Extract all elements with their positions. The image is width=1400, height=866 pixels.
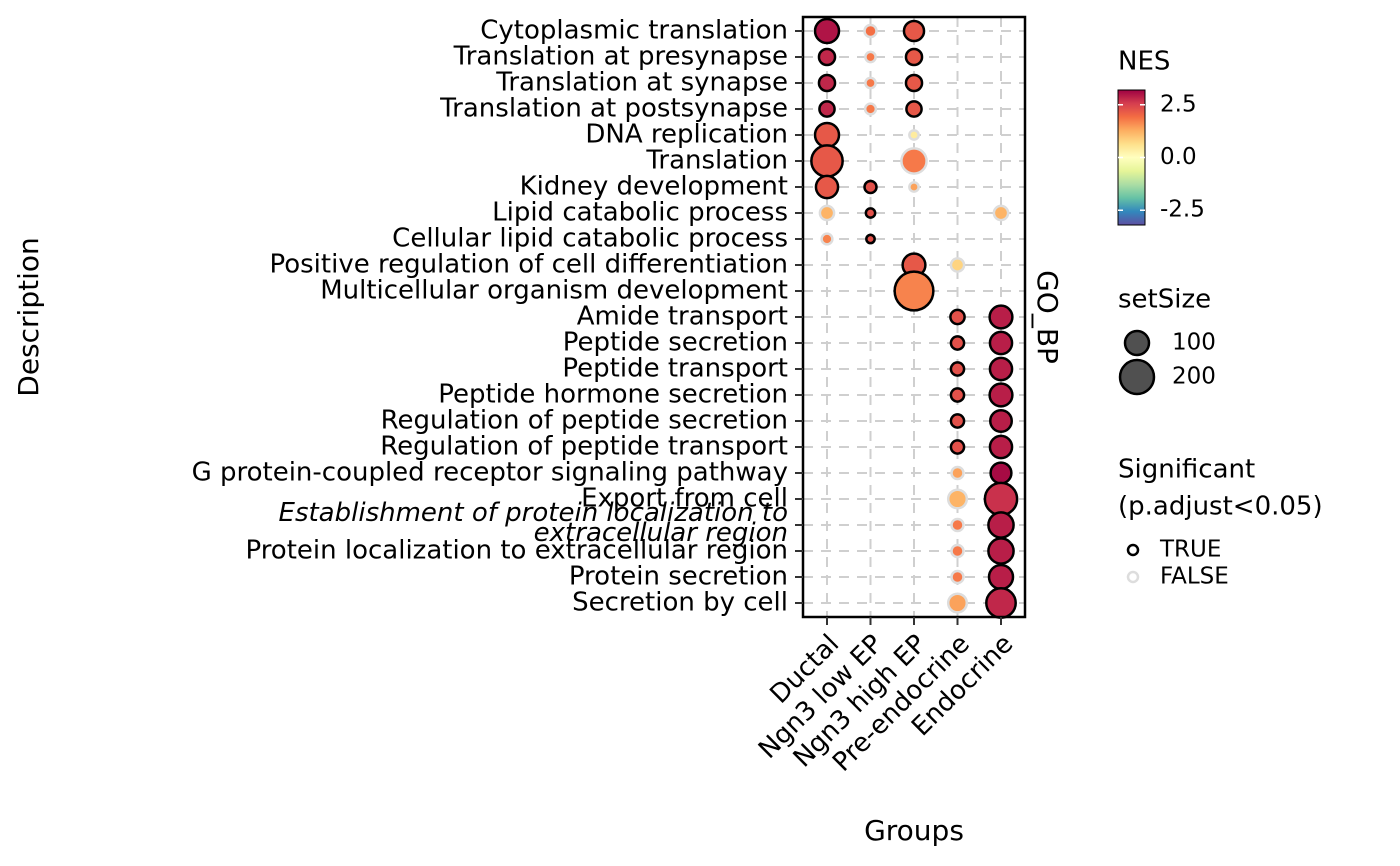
y-tick-label: Peptide transport <box>562 354 788 384</box>
dot <box>818 204 836 222</box>
y-tick-label: Translation at presynapse <box>453 42 788 72</box>
x-axis-title: Groups <box>864 814 964 847</box>
dot <box>863 179 878 195</box>
dot <box>988 304 1014 330</box>
dot <box>988 330 1014 356</box>
dot <box>987 537 1015 565</box>
dot <box>949 308 966 326</box>
dot <box>950 569 965 585</box>
y-tick-label: Protein localization to extracellular re… <box>245 536 788 566</box>
dot <box>864 76 877 90</box>
sig-label: TRUE <box>1159 537 1221 563</box>
dot <box>946 592 969 614</box>
dot <box>818 100 836 118</box>
dot <box>863 102 878 116</box>
dot <box>949 335 966 351</box>
dot <box>987 511 1015 539</box>
dot <box>988 356 1014 382</box>
dot <box>817 47 837 67</box>
y-tick-label: Peptide secretion <box>563 328 788 358</box>
y-axis-title: Description <box>12 237 45 396</box>
dot <box>904 47 924 67</box>
dot <box>908 181 920 193</box>
dot <box>810 144 844 178</box>
dot <box>949 413 966 429</box>
y-tick-label-line: extracellular region <box>534 518 788 548</box>
dot <box>820 232 834 246</box>
y-tick-label: Amide transport <box>577 302 788 332</box>
sig-key <box>1126 570 1140 584</box>
y-tick-label: DNA replication <box>585 120 788 150</box>
size-key <box>1123 329 1151 357</box>
y-tick-label: Regulation of peptide transport <box>380 432 788 462</box>
size-label: 100 <box>1172 330 1216 356</box>
y-tick-label: Translation at synapse <box>495 68 788 98</box>
dot <box>902 19 926 43</box>
y-tick-label: G protein-coupled receptor signaling pat… <box>192 458 788 488</box>
dot <box>949 361 966 377</box>
y-tick-label: Cellular lipid catabolic process <box>392 224 788 254</box>
dot <box>992 204 1010 222</box>
sig-legend-title: (p.adjust<0.05) <box>1118 492 1323 522</box>
dot <box>900 147 928 175</box>
dot <box>813 121 841 149</box>
y-tick-label: Export from cell <box>581 484 788 514</box>
dot <box>949 439 966 455</box>
y-tick-label: Regulation of peptide secretion <box>381 406 788 436</box>
size-label: 200 <box>1172 364 1216 390</box>
dot <box>950 543 965 559</box>
color-legend-title: NES <box>1118 47 1170 77</box>
y-tick-label: Multicellular organism development <box>320 276 788 306</box>
y-tick-label: Kidney development <box>520 172 788 202</box>
dot <box>988 382 1014 408</box>
dot <box>949 257 966 273</box>
y-tick-label: Translation at postsynapse <box>439 94 788 124</box>
dot <box>864 207 877 219</box>
dot <box>989 461 1013 485</box>
sig-legend-title: Significant <box>1118 455 1255 485</box>
size-key <box>1118 358 1156 396</box>
dot <box>988 434 1014 460</box>
colorbar-label: 2.5 <box>1160 91 1197 117</box>
dot <box>814 174 840 200</box>
y-tick-label: Positive regulation of cell differentiat… <box>269 250 788 280</box>
facet-label: GO_BP <box>1031 270 1064 364</box>
dot <box>950 465 965 481</box>
sig-key <box>1126 543 1140 557</box>
y-tick-label: Lipid catabolic process <box>492 198 788 228</box>
dot <box>813 17 841 45</box>
dot <box>946 488 969 510</box>
dot <box>904 73 924 93</box>
sig-label: FALSE <box>1160 564 1229 590</box>
dot <box>983 481 1019 517</box>
dot <box>865 233 876 245</box>
dot <box>905 100 923 118</box>
dot <box>989 409 1013 433</box>
dot <box>908 129 920 141</box>
y-tick-label: Translation <box>645 146 788 176</box>
colorbar-label: -2.5 <box>1160 197 1205 223</box>
dot <box>949 387 966 403</box>
y-tick-label: Cytoplasmic translation <box>480 16 788 46</box>
dot <box>893 270 935 312</box>
dot <box>985 587 1017 619</box>
y-tick-label-line: Establishment of protein localization to <box>279 498 788 528</box>
y-tick-label: Secretion by cell <box>572 588 788 618</box>
y-tick-label: Peptide hormone secretion <box>438 380 788 410</box>
y-tick-label: Establishment of protein localization to… <box>279 498 788 548</box>
dot <box>863 23 878 39</box>
y-tick-label: Protein secretion <box>569 562 788 592</box>
dot <box>950 517 965 533</box>
colorbar-label: 0.0 <box>1160 144 1197 170</box>
dot <box>864 50 877 64</box>
size-legend-title: setSize <box>1118 285 1211 315</box>
dot <box>987 563 1015 591</box>
dot <box>817 73 837 93</box>
